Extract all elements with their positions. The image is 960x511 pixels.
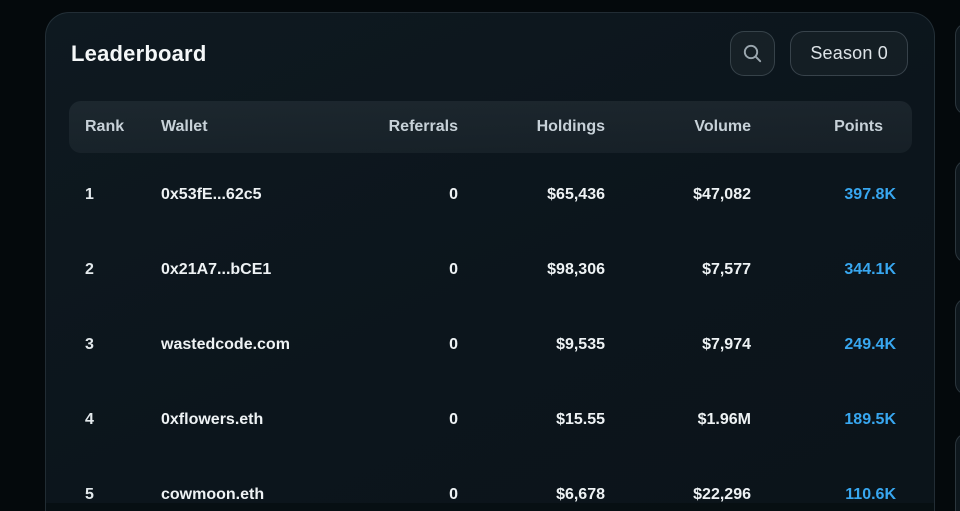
side-panel-card[interactable] bbox=[955, 433, 960, 511]
table-body: 1 0x53fE...62c5 0 $65,436 $47,082 397.8K 2 0x21… bbox=[69, 153, 912, 511]
cell-volume: $47,082 bbox=[693, 185, 751, 203]
search-button[interactable] bbox=[730, 31, 776, 76]
cell-volume: $22,296 bbox=[693, 485, 751, 503]
season-selector-button[interactable]: Season 0 bbox=[790, 31, 908, 76]
cell-rank: 2 bbox=[85, 260, 94, 278]
cell-rank: 1 bbox=[85, 185, 94, 203]
cell-referrals: 0 bbox=[449, 185, 458, 203]
table-bottom-fade bbox=[46, 503, 934, 511]
cell-wallet: 0x53fE...62c5 bbox=[161, 185, 262, 203]
table-row[interactable]: 3 wastedcode.com 0 $9,535 $7,974 249.4K bbox=[69, 307, 912, 382]
column-header-referrals: Referrals bbox=[388, 118, 458, 135]
side-panel-card[interactable] bbox=[955, 298, 960, 395]
cell-wallet: cowmoon.eth bbox=[161, 485, 265, 503]
cell-points: 397.8K bbox=[844, 185, 896, 203]
leaderboard-table: Rank Wallet Referrals Holdings Volume Po… bbox=[69, 101, 912, 511]
cell-holdings: $9,535 bbox=[556, 335, 605, 353]
table-row[interactable]: 5 cowmoon.eth 0 $6,678 $22,296 110.6K bbox=[69, 457, 912, 511]
column-header-points: Points bbox=[834, 118, 883, 135]
cell-holdings: $65,436 bbox=[547, 185, 605, 203]
cell-rank: 3 bbox=[85, 335, 94, 353]
cell-referrals: 0 bbox=[449, 410, 458, 428]
cell-points: 249.4K bbox=[844, 335, 896, 353]
cell-holdings: $6,678 bbox=[556, 485, 605, 503]
table-row[interactable]: 2 0x21A7...bCE1 0 $98,306 $7,577 344.1K bbox=[69, 232, 912, 307]
cell-points: 110.6K bbox=[845, 485, 896, 503]
cell-rank: 4 bbox=[85, 410, 94, 428]
leaderboard-card: Leaderboard Season 0 Rank Wallet Referra… bbox=[45, 12, 935, 511]
cell-referrals: 0 bbox=[449, 485, 458, 503]
cell-holdings: $15.55 bbox=[556, 410, 605, 428]
cell-wallet: 0x21A7...bCE1 bbox=[161, 260, 272, 278]
column-header-volume: Volume bbox=[694, 118, 751, 135]
cell-wallet: 0xflowers.eth bbox=[161, 410, 264, 428]
side-panel-card[interactable] bbox=[955, 23, 960, 115]
column-header-wallet: Wallet bbox=[161, 118, 208, 135]
column-header-rank: Rank bbox=[85, 118, 125, 135]
cell-wallet: wastedcode.com bbox=[161, 335, 290, 353]
column-header-holdings: Holdings bbox=[536, 118, 605, 135]
cell-rank: 5 bbox=[85, 485, 94, 503]
table-row[interactable]: 1 0x53fE...62c5 0 $65,436 $47,082 397.8K bbox=[69, 157, 912, 232]
header-actions: Season 0 bbox=[730, 31, 908, 76]
card-header: Leaderboard Season 0 bbox=[71, 31, 908, 76]
cell-points: 344.1K bbox=[844, 260, 896, 278]
cell-volume: $1.96M bbox=[697, 410, 751, 428]
cell-volume: $7,974 bbox=[702, 335, 751, 353]
page-title: Leaderboard bbox=[71, 40, 207, 66]
side-panel-card[interactable] bbox=[955, 160, 960, 263]
cell-volume: $7,577 bbox=[702, 260, 751, 278]
table-row[interactable]: 4 0xflowers.eth 0 $15.55 $1.96M 189.5K bbox=[69, 382, 912, 457]
cell-holdings: $98,306 bbox=[547, 260, 605, 278]
search-icon bbox=[742, 43, 763, 64]
cell-referrals: 0 bbox=[449, 335, 458, 353]
table-header-row: Rank Wallet Referrals Holdings Volume Po… bbox=[69, 101, 912, 153]
cell-points: 189.5K bbox=[844, 410, 896, 428]
cell-referrals: 0 bbox=[449, 260, 458, 278]
